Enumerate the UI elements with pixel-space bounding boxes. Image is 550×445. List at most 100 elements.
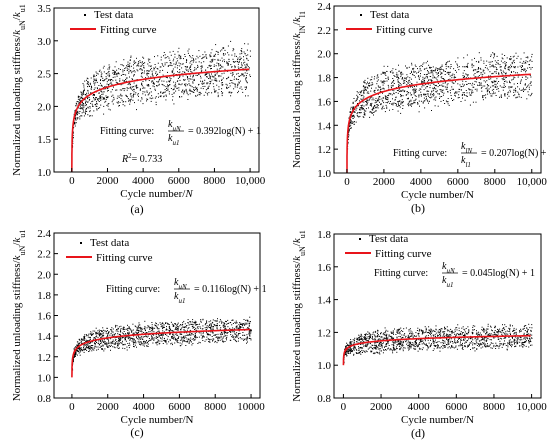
data-point: [412, 97, 413, 99]
data-point: [199, 55, 201, 57]
data-point: [139, 336, 141, 338]
data-point: [434, 68, 436, 70]
data-point: [113, 86, 114, 88]
data-point: [242, 332, 244, 333]
data-point: [179, 333, 181, 335]
data-point: [83, 86, 85, 88]
data-point: [77, 117, 79, 119]
data-point: [73, 355, 75, 357]
data-point: [221, 57, 223, 59]
data-point: [159, 340, 161, 342]
data-point: [182, 63, 184, 65]
data-point: [111, 335, 113, 337]
data-point: [223, 324, 225, 326]
data-point: [415, 346, 417, 348]
data-point: [390, 331, 392, 333]
data-point: [109, 83, 111, 85]
data-point: [241, 62, 242, 64]
data-point: [188, 338, 190, 340]
data-point: [223, 335, 225, 337]
data-point: [431, 80, 432, 82]
data-point: [486, 84, 488, 85]
data-point: [126, 77, 128, 79]
data-point: [189, 88, 191, 90]
data-point: [134, 63, 136, 64]
data-point: [234, 65, 236, 67]
data-point: [161, 83, 163, 85]
data-point: [82, 91, 84, 92]
data-point: [225, 338, 227, 339]
data-point: [482, 346, 484, 348]
data-point: [101, 96, 103, 98]
data-point: [449, 71, 451, 73]
data-point: [504, 55, 506, 56]
data-point: [161, 322, 163, 324]
data-point: [100, 333, 102, 335]
data-point: [141, 337, 143, 339]
x-tick-label: 6000: [168, 175, 191, 187]
data-point: [195, 88, 197, 89]
data-point: [77, 110, 79, 112]
data-point: [129, 103, 131, 105]
data-point: [115, 71, 117, 73]
data-point: [200, 334, 202, 336]
data-point: [363, 81, 365, 83]
data-point: [490, 95, 492, 97]
data-point: [514, 89, 516, 91]
data-point: [410, 347, 412, 349]
data-point: [210, 320, 212, 322]
data-point: [417, 103, 419, 105]
data-point: [428, 330, 430, 331]
data-point: [502, 58, 504, 60]
data-point: [209, 326, 210, 328]
data-point: [240, 322, 242, 324]
data-point: [447, 103, 449, 105]
data-point: [125, 333, 127, 335]
data-point: [468, 88, 470, 90]
data-point: [431, 91, 433, 93]
test-data-points: [72, 40, 251, 148]
data-point: [411, 85, 413, 87]
data-point: [508, 91, 510, 93]
data-point: [531, 56, 533, 58]
data-point: [187, 78, 189, 80]
data-point: [393, 92, 395, 94]
data-point: [525, 71, 526, 73]
data-point: [360, 92, 362, 94]
data-point: [435, 88, 437, 90]
data-point: [501, 73, 503, 75]
data-point: [469, 104, 471, 106]
data-point: [213, 326, 215, 328]
data-point: [510, 64, 512, 66]
data-point: [167, 336, 169, 338]
data-point: [245, 55, 247, 57]
data-point: [367, 83, 369, 85]
data-point: [246, 336, 248, 338]
data-point: [110, 341, 112, 343]
data-point: [495, 72, 497, 74]
data-point: [137, 63, 139, 65]
data-point: [371, 109, 373, 111]
data-point: [80, 343, 82, 345]
data-point: [445, 68, 447, 70]
data-point: [130, 337, 132, 339]
data-point: [147, 58, 149, 60]
data-point: [446, 338, 448, 340]
data-point: [428, 346, 430, 348]
data-point: [387, 102, 388, 104]
data-point: [362, 116, 364, 118]
data-point: [198, 341, 200, 343]
data-point: [123, 80, 125, 82]
data-point: [414, 341, 416, 343]
data-point: [352, 339, 354, 341]
data-point: [93, 75, 95, 77]
data-point: [113, 74, 115, 75]
data-point: [513, 77, 515, 79]
data-point: [387, 97, 389, 99]
data-point: [96, 109, 98, 111]
data-point: [518, 93, 520, 95]
data-point: [82, 93, 84, 95]
data-point: [467, 66, 469, 68]
data-point: [133, 67, 135, 69]
data-point: [186, 325, 188, 326]
